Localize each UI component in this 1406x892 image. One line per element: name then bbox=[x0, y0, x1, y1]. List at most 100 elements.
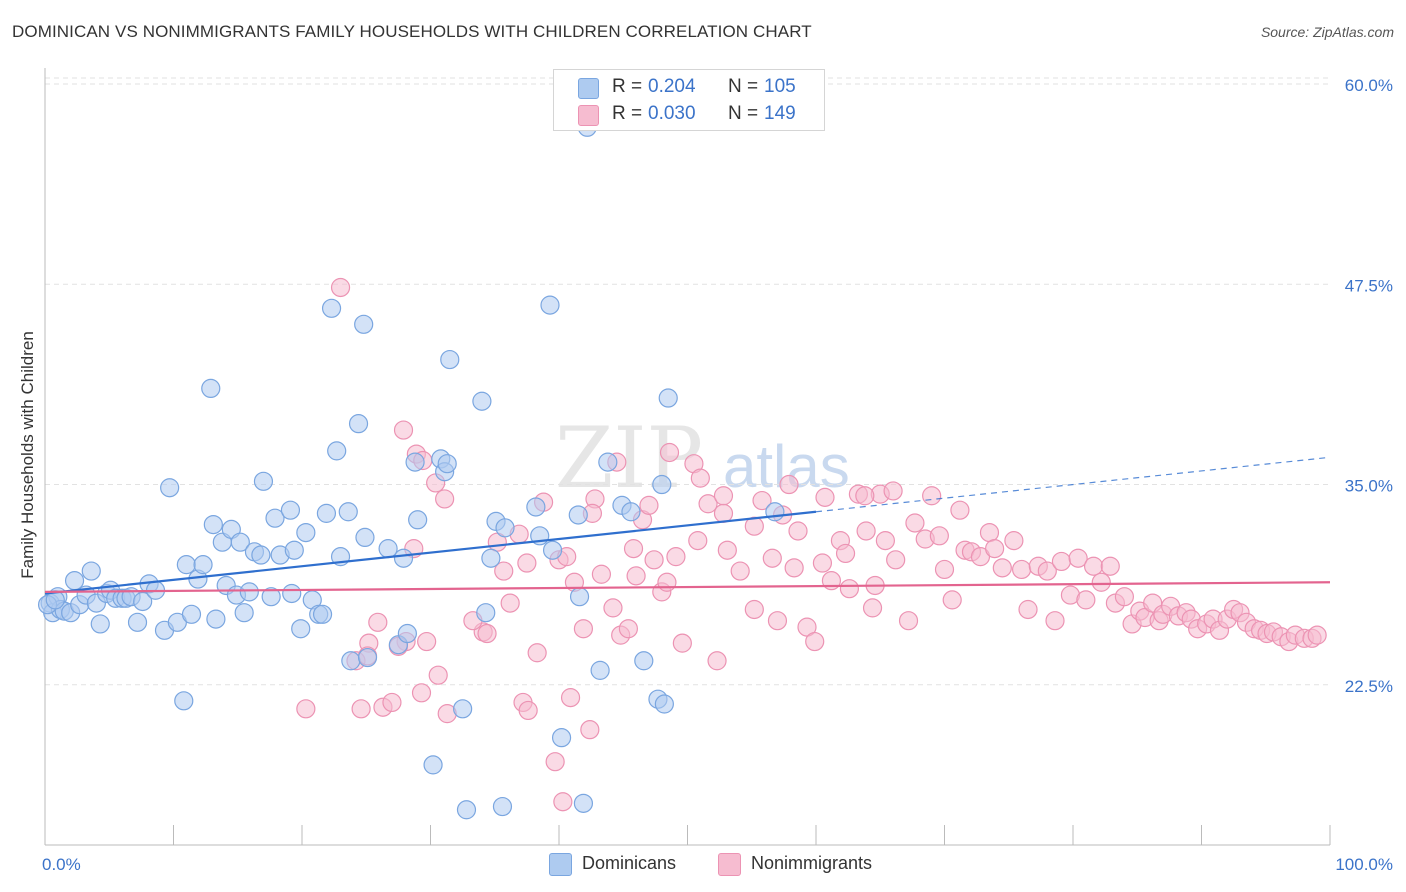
nonimmigrants-point bbox=[626, 566, 646, 586]
legend-label: Nonimmigrants bbox=[751, 853, 873, 873]
dominicans-point bbox=[437, 454, 457, 474]
nonimmigrants-point bbox=[812, 553, 833, 573]
dominicans-point bbox=[81, 561, 101, 581]
nonimmigrants-point bbox=[744, 599, 764, 620]
nonimmigrants-point bbox=[517, 553, 537, 573]
r-label: R = bbox=[612, 103, 643, 124]
source-label: Source: ZipAtlas.com bbox=[1260, 24, 1394, 40]
dominicans-point bbox=[133, 591, 153, 612]
dominicans-point bbox=[291, 619, 311, 639]
dominicans-point bbox=[312, 604, 333, 624]
nonimmigrants-point bbox=[603, 598, 623, 618]
nonimmigrants-point bbox=[730, 561, 750, 581]
dominicans-point bbox=[251, 545, 271, 565]
dominicans-point bbox=[174, 691, 194, 711]
nonimmigrants-point bbox=[1045, 611, 1065, 631]
nonimmigrants-point bbox=[950, 500, 970, 520]
dominicans-point bbox=[355, 527, 375, 548]
nonimmigrants-point bbox=[417, 631, 437, 652]
y-axis-title: Family Households with Children bbox=[18, 331, 37, 579]
nonimmigrants-point bbox=[1091, 572, 1111, 592]
nonimmigrants-point bbox=[784, 558, 804, 578]
dominicans-point bbox=[481, 548, 501, 568]
dominicans-point bbox=[265, 508, 285, 528]
dominicans-point bbox=[327, 441, 347, 461]
dominicans-point bbox=[569, 587, 590, 607]
nonimmigrants-point bbox=[752, 490, 772, 511]
dominicans-point bbox=[456, 800, 477, 820]
nonimmigrants-point bbox=[985, 539, 1005, 559]
nonimmigrants-point bbox=[672, 633, 692, 653]
r-label: R = bbox=[612, 76, 643, 97]
nonimmigrants-point bbox=[545, 752, 565, 772]
dominicans-point bbox=[234, 603, 254, 623]
legend-label: Dominicans bbox=[582, 853, 677, 873]
dominicans-point bbox=[598, 452, 618, 472]
dominicans-point bbox=[203, 514, 223, 535]
dominicans-point bbox=[160, 478, 180, 498]
nonimmigrants-point bbox=[1037, 561, 1057, 581]
nonimmigrants-point bbox=[862, 598, 883, 618]
nonimmigrants-point bbox=[618, 619, 638, 639]
nonimmigrants-point bbox=[1011, 559, 1032, 580]
nonimmigrants-point bbox=[929, 526, 949, 546]
dominicans-point bbox=[453, 699, 473, 719]
dominicans-point bbox=[206, 609, 226, 629]
n-label: N = bbox=[728, 76, 759, 97]
watermark-zip: ZIP bbox=[555, 409, 703, 507]
nonimmigrants-point bbox=[713, 486, 734, 506]
dominicans-point bbox=[405, 452, 425, 472]
nonimmigrants-point bbox=[942, 590, 962, 610]
nonimmigrants-point bbox=[518, 700, 538, 721]
nonimmigrants-point bbox=[527, 643, 547, 663]
nonimmigrants-point bbox=[573, 619, 594, 639]
nonimmigrants-point bbox=[815, 487, 835, 507]
nonimmigrants-point bbox=[1004, 531, 1024, 551]
nonimmigrants-point bbox=[707, 651, 727, 671]
dominicans-point bbox=[540, 295, 560, 315]
nonimmigrants-point bbox=[393, 420, 414, 440]
n-value: 149 bbox=[764, 103, 796, 124]
dominicans-point bbox=[495, 518, 515, 538]
n-label: N = bbox=[728, 103, 759, 124]
dominicans-point bbox=[282, 583, 302, 604]
dominicans-point bbox=[321, 298, 342, 318]
nonimmigrants-point bbox=[1083, 556, 1104, 576]
dominicans-trend-extension bbox=[815, 456, 1331, 513]
nonimmigrants-point bbox=[688, 531, 708, 551]
dominicans-point bbox=[492, 796, 513, 817]
nonimmigrants-point bbox=[1100, 556, 1120, 576]
y-tick-label: 60.0% bbox=[1345, 76, 1393, 95]
nonimmigrants-point bbox=[382, 692, 402, 713]
nonimmigrants-point bbox=[1076, 590, 1096, 610]
dominicans-point bbox=[654, 694, 674, 714]
nonimmigrants-point bbox=[744, 516, 764, 536]
dominicans-point bbox=[338, 502, 358, 522]
y-tick-label: 47.5% bbox=[1345, 276, 1393, 295]
dominicans-point bbox=[408, 510, 428, 530]
nonimmigrants-point bbox=[296, 699, 316, 719]
nonimmigrants-point bbox=[922, 486, 942, 506]
tick-labels: 22.5% 35.0% 47.5% 60.0% 0.0% 100.0% bbox=[42, 76, 1393, 874]
nonimmigrants-point bbox=[500, 593, 520, 613]
nonimmigrants-point bbox=[411, 683, 432, 703]
nonimmigrants-point bbox=[717, 540, 737, 560]
dominicans-point bbox=[590, 660, 610, 680]
nonimmigrants-point bbox=[639, 495, 659, 515]
nonimmigrants-point bbox=[713, 503, 734, 523]
dominicans-point bbox=[90, 614, 110, 634]
nonimmigrants-point bbox=[351, 699, 371, 719]
dominicans-point bbox=[316, 503, 337, 523]
axes bbox=[44, 68, 1331, 846]
dominicans-point bbox=[472, 391, 492, 411]
dominicans-point bbox=[658, 388, 678, 408]
nonimmigrants-point bbox=[1068, 548, 1088, 568]
dominicans-point bbox=[239, 582, 259, 602]
nonimmigrants-point bbox=[666, 547, 686, 567]
nonimmigrants-point bbox=[591, 564, 612, 584]
dominicans-point bbox=[230, 532, 250, 552]
watermark: ZIP atlas bbox=[555, 409, 850, 507]
dominicans-point bbox=[354, 314, 374, 334]
dominicans-point bbox=[284, 540, 304, 560]
